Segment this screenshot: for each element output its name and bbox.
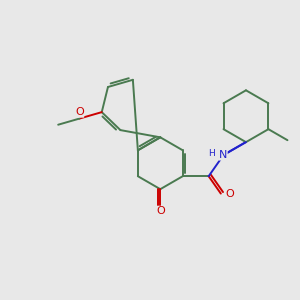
Text: O: O [156,206,165,216]
Text: O: O [225,189,234,199]
Text: H: H [208,149,215,158]
Text: N: N [219,150,227,160]
Text: O: O [75,107,84,117]
